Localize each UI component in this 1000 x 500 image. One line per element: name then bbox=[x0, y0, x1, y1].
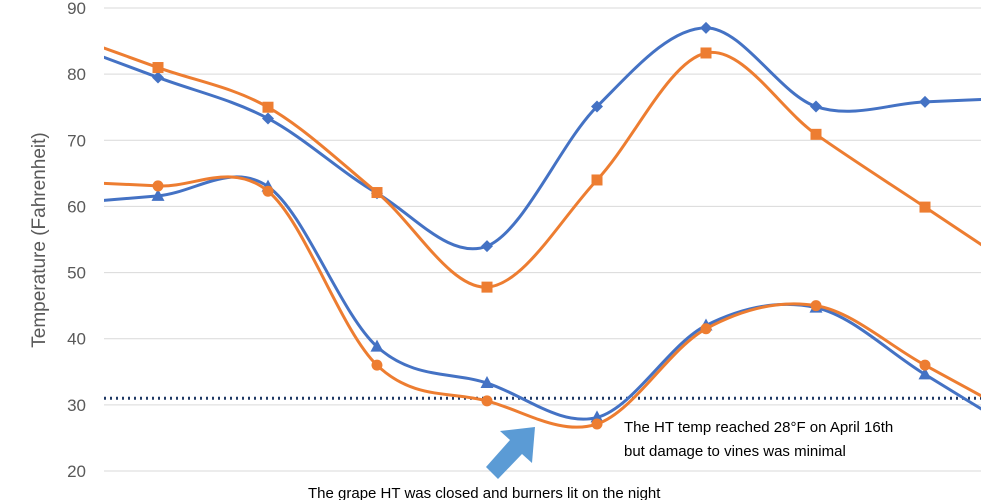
y-tick-label: 90 bbox=[67, 0, 86, 18]
data-point-series-3 bbox=[370, 339, 384, 352]
data-point-series-1 bbox=[481, 240, 493, 253]
data-point-series-2 bbox=[700, 47, 712, 59]
data-point-series-4 bbox=[810, 300, 822, 312]
series-line-3 bbox=[104, 175, 981, 421]
gridlines bbox=[104, 7, 981, 472]
data-point-series-4 bbox=[700, 323, 712, 335]
data-point-series-2 bbox=[481, 281, 493, 293]
series-group bbox=[104, 21, 981, 430]
data-point-series-4 bbox=[152, 180, 164, 192]
annotation-arrow bbox=[486, 427, 535, 479]
y-tick-label: 50 bbox=[67, 264, 86, 283]
series-line-4 bbox=[104, 175, 981, 429]
data-point-series-4 bbox=[481, 395, 493, 407]
y-tick-label: 60 bbox=[67, 197, 86, 216]
data-point-series-2 bbox=[591, 174, 603, 186]
annotation-text-line-2: but damage to vines was minimal bbox=[624, 443, 846, 460]
data-point-series-1 bbox=[919, 95, 931, 108]
y-tick-label: 20 bbox=[67, 462, 86, 481]
data-point-series-3 bbox=[151, 188, 165, 201]
y-tick-label: 40 bbox=[67, 330, 86, 349]
data-point-series-2 bbox=[262, 101, 274, 113]
y-axis-ticks: 20 30 40 50 60 70 80 90 bbox=[67, 0, 86, 481]
data-point-series-4 bbox=[262, 185, 274, 197]
annotation-text-line-1: The HT temp reached 28°F on April 16th bbox=[624, 419, 893, 436]
series-line-1 bbox=[104, 26, 981, 251]
y-axis-label: Temperature (Fahrenheit) bbox=[29, 132, 50, 347]
data-point-series-4 bbox=[919, 359, 931, 371]
data-point-series-2 bbox=[919, 201, 931, 213]
data-point-series-3 bbox=[590, 410, 604, 423]
data-point-series-2 bbox=[152, 62, 164, 74]
y-tick-label: 30 bbox=[67, 396, 86, 415]
data-point-series-3 bbox=[480, 376, 494, 389]
data-point-series-1 bbox=[152, 71, 164, 84]
annotation-text-bottom: The grape HT was closed and burners lit … bbox=[308, 485, 661, 500]
data-point-series-2 bbox=[371, 187, 383, 199]
data-point-series-3 bbox=[918, 367, 932, 380]
y-tick-label: 80 bbox=[67, 65, 86, 84]
data-point-series-2 bbox=[810, 128, 822, 140]
data-point-series-1 bbox=[591, 100, 603, 113]
data-point-series-1 bbox=[262, 112, 274, 125]
data-point-series-4 bbox=[591, 418, 603, 430]
data-point-series-1 bbox=[700, 21, 712, 34]
y-tick-label: 70 bbox=[67, 131, 86, 150]
data-point-series-4 bbox=[371, 359, 383, 371]
data-point-series-1 bbox=[810, 100, 822, 113]
series-line-2 bbox=[104, 46, 981, 289]
